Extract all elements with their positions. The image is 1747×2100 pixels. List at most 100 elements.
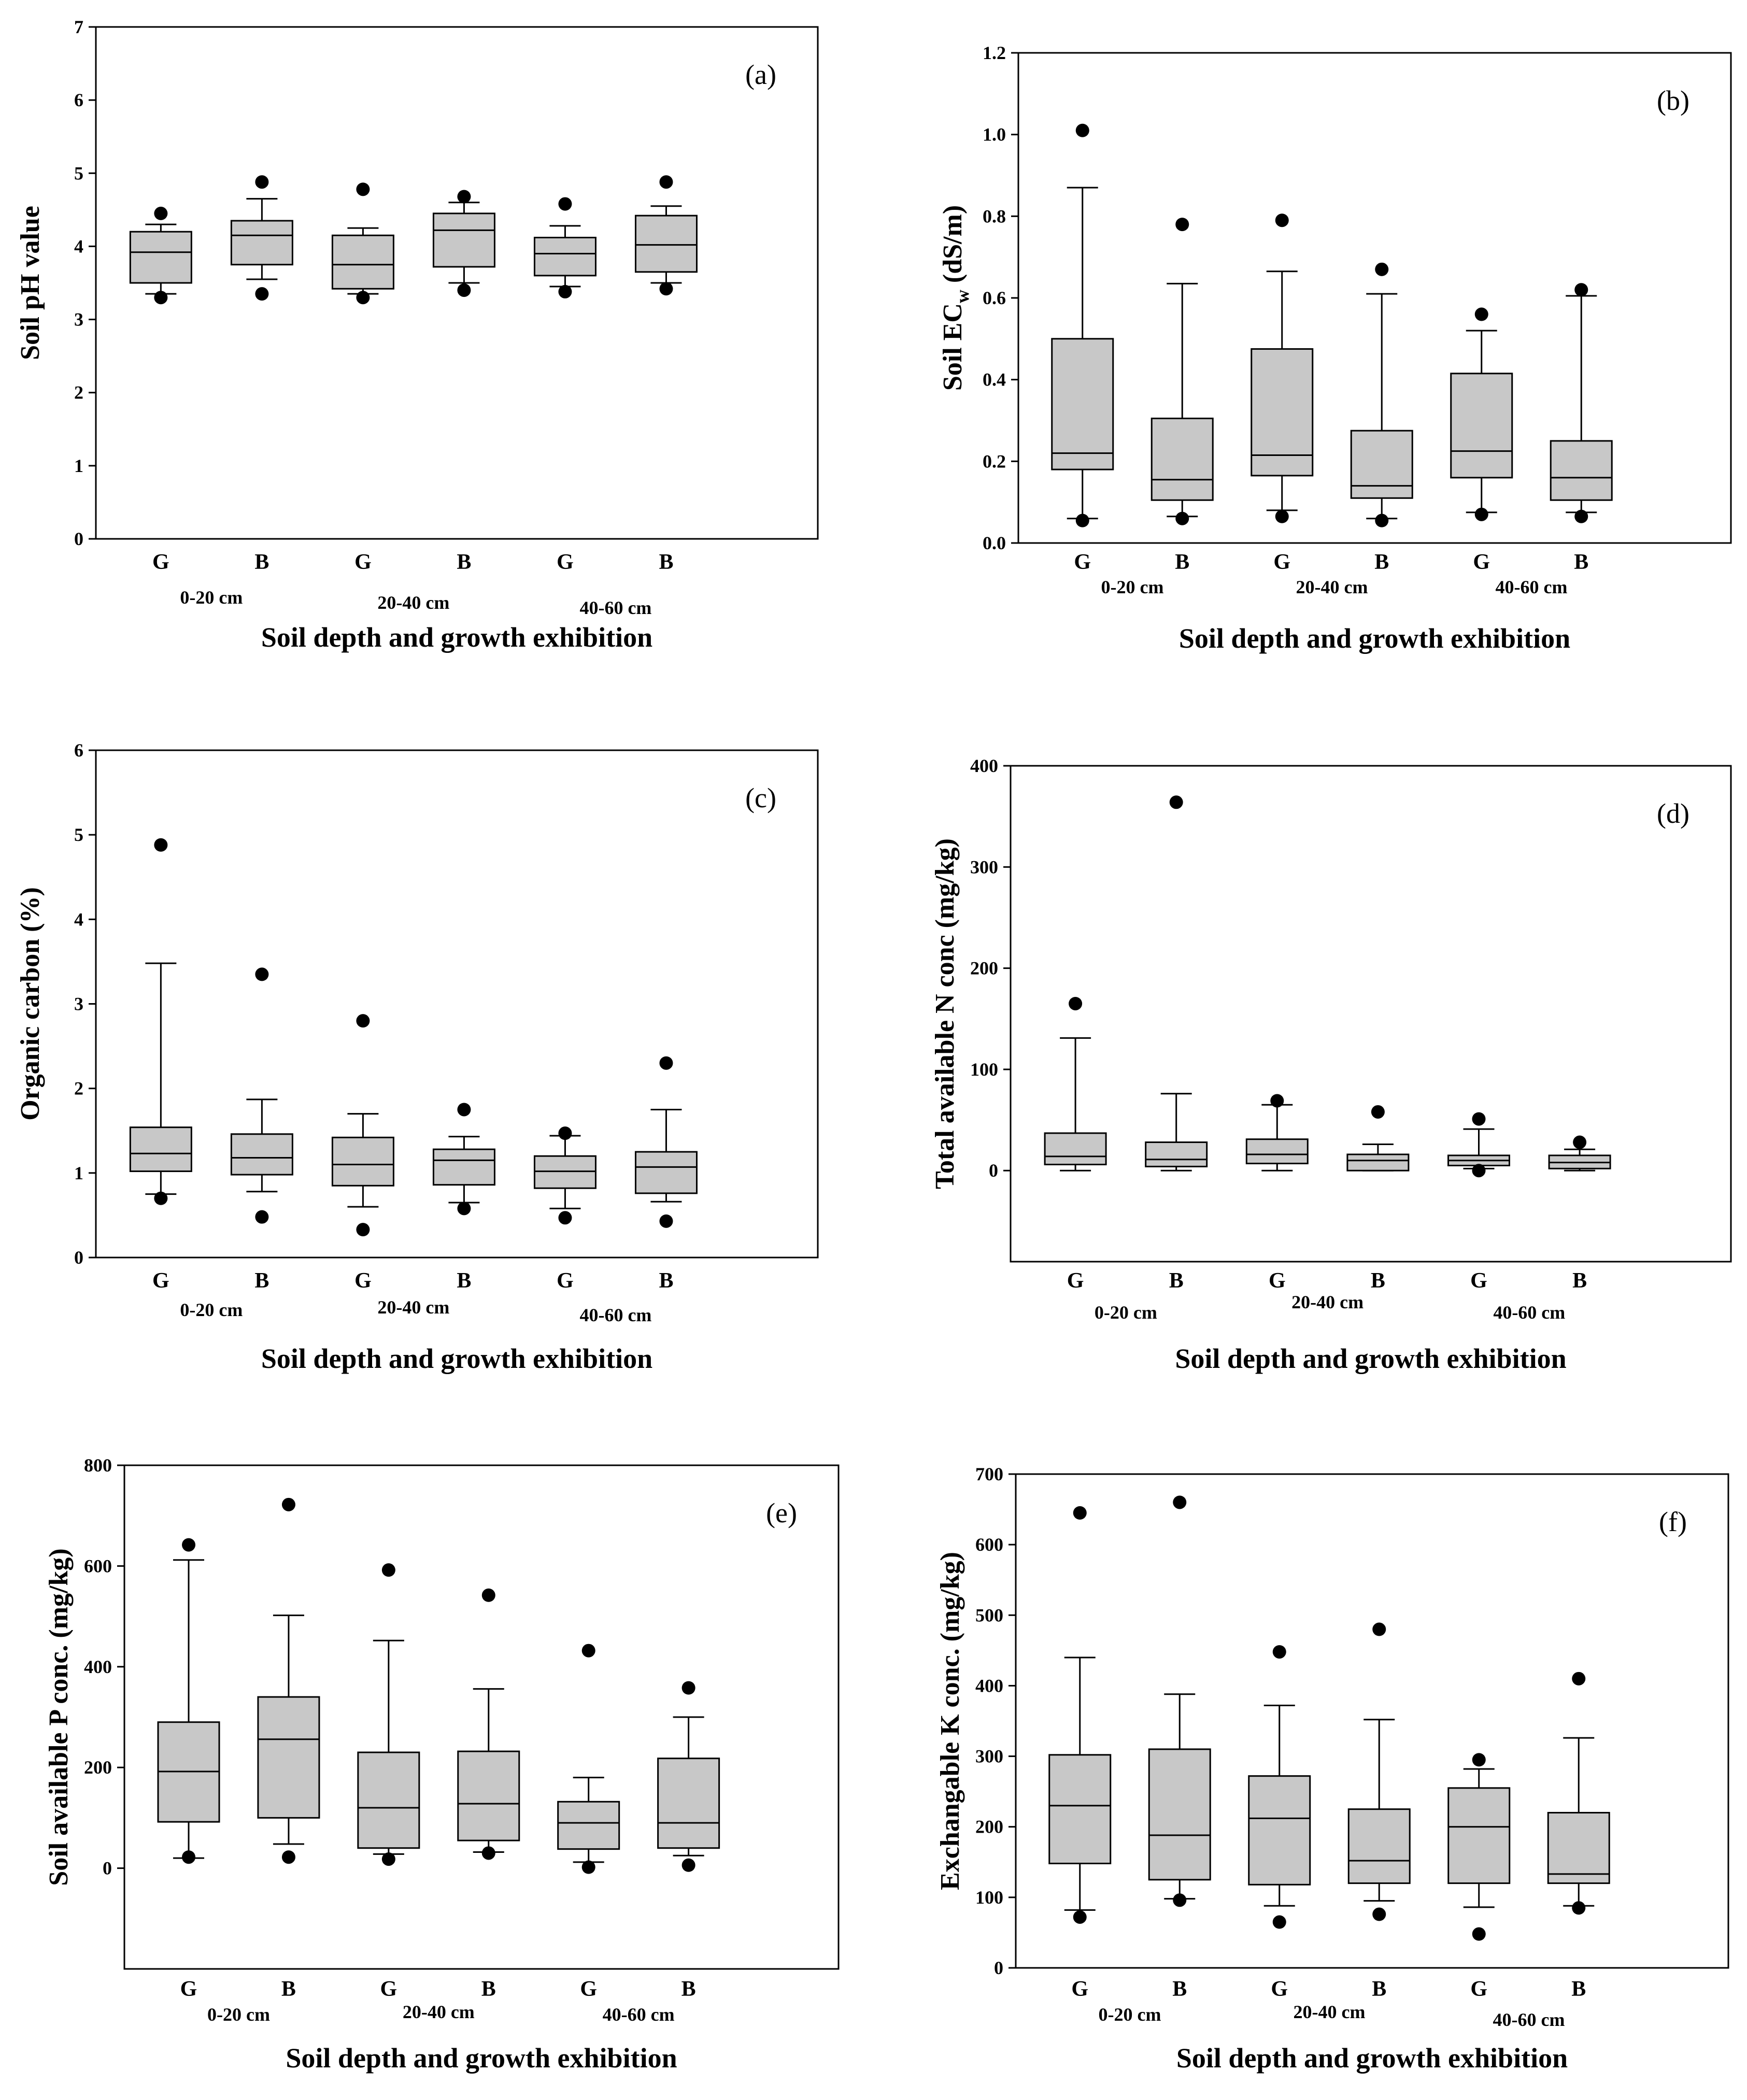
y-tick-label: 1 [74,455,83,476]
iqr-box [1350,430,1413,499]
chart-panel-a: 0 1 2 3 4 5 6 7 G B G B G B 0-20 cm 20-40 cm 40-60 cm Soi… [16,17,819,653]
depth-group-label: 40-60 cm [579,597,651,618]
iqr-box [1245,1138,1309,1165]
y-axis-title: Total available N conc (mg/kg) [930,838,960,1189]
category-label: G [1470,1269,1487,1293]
outlier-point [457,190,471,204]
y-tick-label: 400 [975,1675,1003,1696]
iqr-box [533,1155,596,1189]
category-label: B [1175,550,1189,574]
category-label: G [557,1269,574,1293]
outlier-point [1272,1915,1286,1929]
box-6 [1548,1135,1611,1172]
outlier-point [1073,1506,1087,1520]
depth-group-label: 40-60 cm [603,2004,675,2025]
iqr-box [331,1136,394,1187]
outlier-point [1275,213,1289,227]
outlier-point [457,1202,471,1216]
iqr-box [432,1148,495,1186]
iqr-box [634,1151,698,1194]
panel-label: (b) [1657,85,1689,116]
outlier-point [154,291,168,305]
outlier-point [1372,1622,1386,1636]
y-tick-label: 3 [74,994,83,1015]
depth-group-label: 40-60 cm [1493,2009,1565,2030]
outlier-point [154,838,168,852]
iqr-box [230,220,293,266]
y-axis-title-unit: (dS/m) [938,205,968,290]
outlier-point [1270,1094,1284,1108]
y-tick-label: 400 [84,1656,112,1677]
iqr-box [1151,418,1214,501]
outlier-point [681,1681,695,1695]
outlier-point [381,1563,395,1577]
box-2 [1151,218,1214,525]
y-tick-label: 0 [994,1958,1003,1978]
y-tick-label: 0.4 [983,369,1006,390]
outlier-point [1169,795,1183,809]
iqr-box [257,1696,320,1819]
y-tick-label: 0.2 [983,451,1006,472]
x-axis-title: Soil depth and growth exhibition [1175,1343,1566,1374]
outlier-point [1272,1645,1286,1659]
outlier-point [1572,1901,1586,1915]
outlier-point [356,291,370,305]
box-5 [557,1644,620,1874]
depth-group-label: 0-20 cm [1095,1302,1157,1323]
outlier-point [659,1056,673,1070]
category-label: G [152,550,169,574]
box-6 [1547,1672,1610,1915]
box-6 [1550,283,1613,523]
box-6 [634,175,698,296]
depth-group-label: 0-20 cm [1101,577,1164,597]
outlier-point [356,1014,370,1028]
iqr-box [432,212,495,268]
outlier-point [1574,509,1588,523]
category-label: B [1574,550,1588,574]
outlier-point [681,1858,695,1872]
y-axis-title: Soil pH value [16,206,45,360]
depth-group-label: 40-60 cm [579,1305,651,1325]
y-tick-label: 3 [74,309,83,330]
outlier-point [255,1210,269,1224]
category-label: B [457,550,471,574]
iqr-box [557,1801,620,1850]
y-axis-title: Soil available P conc. (mg/kg) [44,1548,74,1885]
y-tick-label: 0.8 [983,206,1006,226]
outlier-point [481,1588,495,1602]
category-label: G [1269,1269,1286,1293]
y-axis-title-subscript: w [952,290,973,303]
category-label: G [354,1269,372,1293]
box-1 [1048,1506,1112,1924]
iqr-box [634,215,698,273]
outlier-point [1573,1135,1587,1149]
outlier-point [1371,1105,1385,1119]
box-4 [457,1588,520,1860]
x-axis-title: Soil depth and growth exhibition [1179,623,1570,654]
depth-group-label: 20-40 cm [377,1297,449,1318]
y-tick-label: 5 [74,824,83,845]
category-label: B [1372,1977,1386,2001]
y-axis-title: Exchangable K conc. (mg/kg) [935,1552,965,1890]
category-label: G [1074,550,1091,574]
box-2 [257,1497,320,1864]
y-tick-label: 600 [975,1534,1003,1555]
category-label: G [380,1977,397,2001]
y-tick-label: 100 [970,1059,998,1080]
depth-group-label: 20-40 cm [1291,1292,1363,1312]
x-axis-title: Soil depth and growth exhibition [261,622,652,653]
box-1 [1044,996,1107,1172]
outlier-point [659,1214,673,1228]
y-tick-label: 200 [975,1817,1003,1837]
category-label: B [659,550,673,574]
box-1 [129,838,192,1205]
outlier-point [1572,1672,1586,1685]
iqr-box [1550,440,1613,501]
y-tick-label: 300 [975,1746,1003,1767]
outlier-point [1472,1927,1486,1941]
depth-group-label: 20-40 cm [1294,2002,1366,2022]
depth-group-label: 20-40 cm [377,592,449,613]
y-tick-label: 0.6 [983,288,1006,308]
iqr-box [1547,1811,1610,1884]
box-4 [432,190,495,297]
